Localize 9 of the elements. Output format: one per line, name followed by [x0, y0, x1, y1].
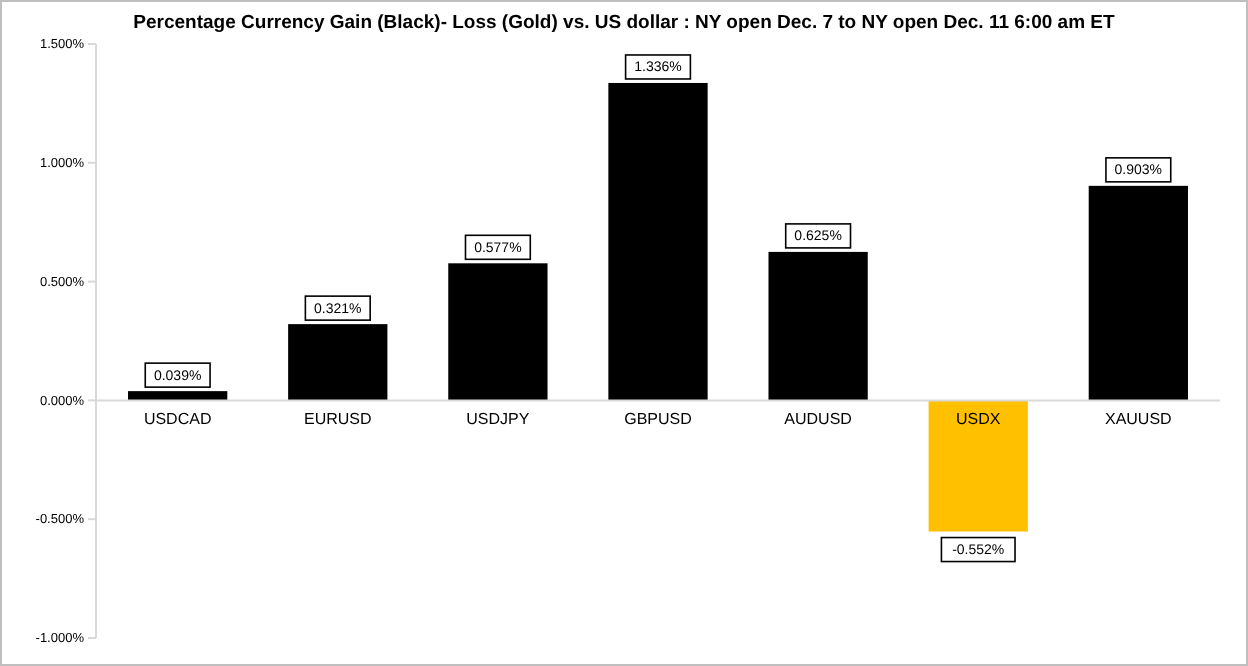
- x-tick-label: XAUUSD: [1105, 410, 1173, 429]
- x-tick-label: USDCAD: [143, 410, 212, 429]
- bar: [928, 400, 1028, 532]
- x-tick-label: USDX: [955, 410, 1002, 429]
- x-tick-label: GBPUSD: [624, 410, 693, 429]
- x-tick-label: USDJPY: [466, 410, 531, 429]
- x-tick-label: AUDUSD: [784, 410, 853, 429]
- x-tick-label: EURUSD: [303, 410, 372, 429]
- chart-title: Percentage Currency Gain (Black)- Loss (Gold) vs. US dollar : NY open Dec. 7 to NY open Dec. 11 6:00 am ET: [133, 12, 1116, 34]
